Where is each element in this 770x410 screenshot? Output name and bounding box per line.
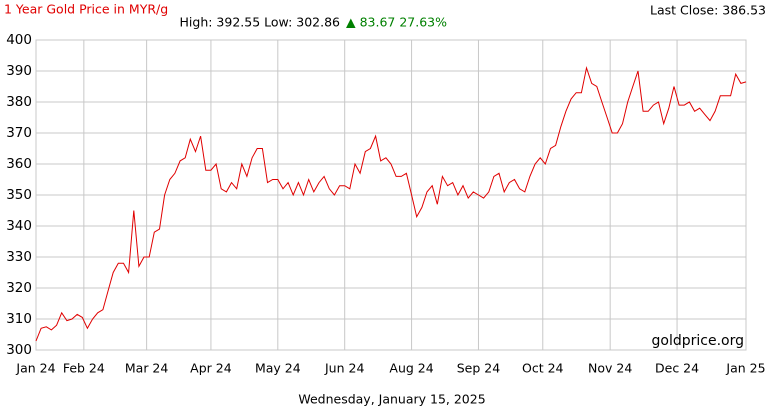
- y-tick-label: 320: [6, 280, 32, 296]
- change: ▲ 83.67 27.63%: [346, 15, 447, 30]
- last-close: Last Close: 386.53: [650, 3, 766, 18]
- x-tick-label: Feb 24: [63, 361, 105, 376]
- x-tick-label: Mar 24: [125, 361, 169, 376]
- date: Wednesday, January 15, 2025: [298, 392, 485, 407]
- y-tick-label: 300: [6, 342, 32, 358]
- x-tick-label: Jun 24: [324, 361, 364, 376]
- y-tick-label: 350: [6, 187, 32, 203]
- x-tick-label: Jan 25: [725, 361, 765, 376]
- y-tick-label: 380: [6, 94, 32, 110]
- y-tick-label: 390: [6, 63, 32, 79]
- watermark: goldprice.org: [652, 333, 744, 349]
- price-line: [35, 65, 747, 342]
- y-tick-label: 360: [6, 156, 32, 172]
- y-tick-label: 370: [6, 125, 32, 141]
- y-tick-label: 340: [6, 218, 32, 234]
- y-tick-label: 400: [6, 32, 32, 48]
- y-tick-label: 330: [6, 249, 32, 265]
- y-tick-label: 310: [6, 311, 32, 327]
- x-tick-label: Nov 24: [588, 361, 632, 376]
- x-tick-label: Dec 24: [655, 361, 699, 376]
- high-low: High: 392.55 Low: 302.86: [180, 15, 341, 30]
- x-tick-label: May 24: [255, 361, 301, 376]
- chart-title: 1 Year Gold Price in MYR/g: [4, 2, 168, 17]
- x-tick-label: Sep 24: [457, 361, 500, 376]
- x-tick-label: Aug 24: [389, 361, 433, 376]
- x-tick-label: Apr 24: [190, 361, 232, 376]
- x-tick-label: Jan 24: [15, 361, 55, 376]
- x-tick-label: Oct 24: [522, 361, 564, 376]
